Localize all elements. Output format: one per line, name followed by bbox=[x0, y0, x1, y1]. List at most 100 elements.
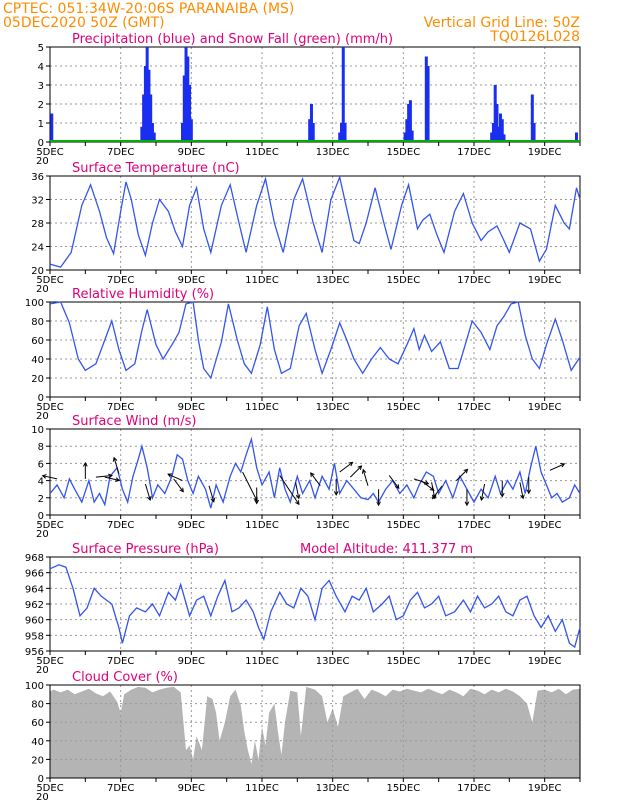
y-tick-label: 960 bbox=[25, 616, 44, 627]
precip-bar bbox=[343, 123, 347, 142]
y-tick-label: 80 bbox=[31, 317, 44, 328]
precip-bar bbox=[500, 119, 504, 142]
y-tick-label: 958 bbox=[25, 631, 44, 642]
y-tick-label: 40 bbox=[31, 355, 44, 366]
wind-vector bbox=[173, 478, 184, 493]
y-tick-label: 962 bbox=[25, 600, 44, 611]
wind-arrow-head bbox=[464, 501, 470, 507]
y-tick-label: 100 bbox=[25, 681, 44, 692]
x-tick-label: 15DEC bbox=[386, 147, 420, 158]
wind-vector bbox=[333, 478, 339, 496]
header-date: 05DEC2020 50Z (GMT) bbox=[3, 15, 165, 31]
y-tick-label: 5 bbox=[38, 43, 44, 54]
x-tick-label: 19DEC bbox=[528, 275, 562, 286]
wind-arrow-head bbox=[295, 494, 301, 500]
wind-arrow-shaft bbox=[420, 480, 435, 491]
precip-bar bbox=[426, 66, 430, 142]
y-tick-label: 36 bbox=[31, 172, 44, 183]
panel-2: 0 20 40 60 80 100 5DEC 7DEC 9DEC 11DEC 13DEC 15DEC 1… bbox=[25, 287, 581, 422]
x-tick-label: 17DEC bbox=[457, 147, 491, 158]
precip-bar bbox=[574, 132, 578, 142]
panel-title: Surface Wind (m/s) bbox=[72, 414, 196, 429]
panel-title: Cloud Cover (%) bbox=[72, 670, 178, 685]
x-tick-label: 11DEC bbox=[245, 783, 279, 794]
wind-vector bbox=[95, 473, 113, 479]
y-tick-label: 966 bbox=[25, 569, 44, 580]
series-line bbox=[49, 301, 581, 380]
wind-arrow-head bbox=[520, 494, 525, 500]
precip-bar bbox=[182, 75, 186, 142]
precip-bar bbox=[184, 47, 188, 142]
precip-bar bbox=[340, 123, 343, 142]
precip-bar bbox=[502, 134, 506, 142]
x-tick-label: 17DEC bbox=[457, 275, 491, 286]
precip-bar bbox=[181, 123, 184, 142]
wind-arrow-head bbox=[463, 468, 469, 474]
wind-arrow-head bbox=[147, 496, 152, 502]
x-tick-label: 9DEC bbox=[178, 520, 205, 531]
wind-arrow-head bbox=[394, 484, 400, 490]
x-tick-label: 17DEC bbox=[457, 783, 491, 794]
wind-vector bbox=[310, 472, 321, 487]
panel-1: 20 24 28 32 36 5DEC 7DEC 9DEC 11DEC 13DEC 15DEC 17D… bbox=[31, 161, 581, 295]
x-tick-label: 7DEC bbox=[107, 402, 134, 413]
precip-bar bbox=[408, 100, 412, 142]
y-tick-label: 1 bbox=[38, 119, 44, 130]
y-tick-label: 40 bbox=[31, 737, 44, 748]
precip-bar bbox=[499, 113, 502, 142]
precip-bar bbox=[424, 56, 428, 142]
precip-bar bbox=[403, 132, 407, 142]
precip-bar bbox=[50, 113, 54, 142]
precip-bar bbox=[140, 126, 144, 142]
x-tick-label: 5DEC bbox=[36, 402, 63, 413]
x-tick-label: 9DEC bbox=[178, 147, 205, 158]
x-tick-label: 19DEC bbox=[528, 147, 562, 158]
x-tick-label: 17DEC bbox=[457, 402, 491, 413]
wind-vector bbox=[104, 476, 121, 482]
wind-arrow-shaft bbox=[455, 469, 468, 481]
series-line bbox=[49, 174, 581, 268]
y-tick-label: 80 bbox=[31, 700, 44, 711]
wind-arrow-shaft bbox=[95, 475, 112, 478]
y-tick-label: 964 bbox=[25, 584, 44, 595]
precip-bar bbox=[530, 94, 534, 142]
y-tick-label: 20 bbox=[31, 755, 44, 766]
panel-title: Relative Humidity (%) bbox=[72, 287, 214, 302]
y-tick-label: 20 bbox=[31, 374, 44, 385]
x-tick-label: 7DEC bbox=[107, 147, 134, 158]
header-station: CPTEC: 051:34W-20:06S PARANAIBA (MS) bbox=[3, 1, 294, 17]
x-tick-label: 17DEC bbox=[457, 520, 491, 531]
panels: 0 1 2 3 4 5 5DEC 7DEC 9DEC 11DEC 13DEC 15DEC 17DEC 19… bbox=[25, 32, 581, 800]
wind-vector bbox=[499, 480, 505, 498]
precip-bar bbox=[532, 123, 536, 142]
wind-vector bbox=[254, 487, 260, 505]
y-tick-label: 28 bbox=[31, 219, 44, 230]
wind-arrow-shaft bbox=[362, 469, 369, 486]
wind-arrow-shaft bbox=[519, 482, 524, 499]
wind-arrow-head bbox=[560, 463, 566, 468]
wind-arrow-shaft bbox=[388, 475, 400, 489]
precip-bar bbox=[142, 94, 146, 142]
plot-frame bbox=[49, 301, 581, 398]
y-tick-label: 6 bbox=[38, 459, 44, 470]
wind-vector bbox=[376, 489, 381, 507]
wind-vector bbox=[464, 489, 470, 507]
y-tick-label: 60 bbox=[31, 336, 44, 347]
wind-arrow-shaft bbox=[173, 478, 184, 492]
y-tick-label: 32 bbox=[31, 196, 44, 207]
precip-bar bbox=[309, 104, 313, 142]
y-tick-label: 24 bbox=[31, 243, 44, 254]
x-tick-label: 11DEC bbox=[245, 520, 279, 531]
x-tick-label: 11DEC bbox=[245, 147, 279, 158]
x-tick-label: 15DEC bbox=[386, 783, 420, 794]
panel-0: 0 1 2 3 4 5 5DEC 7DEC 9DEC 11DEC 13DEC 15DEC 17DEC 19… bbox=[36, 32, 581, 167]
panel-4: 956 958 960 962 964 966 968 5DEC 7DEC 9DEC 11DEC 13… bbox=[25, 542, 581, 676]
wind-arrow-head bbox=[41, 474, 47, 479]
wind-vector bbox=[41, 474, 58, 480]
x-tick-label: 19DEC bbox=[528, 656, 562, 667]
wind-arrow-shaft bbox=[144, 483, 151, 501]
x-year-label: 20 bbox=[36, 284, 49, 295]
precip-bar bbox=[493, 85, 497, 142]
precip-bar bbox=[186, 56, 190, 142]
wind-arrow-shaft bbox=[339, 461, 353, 473]
